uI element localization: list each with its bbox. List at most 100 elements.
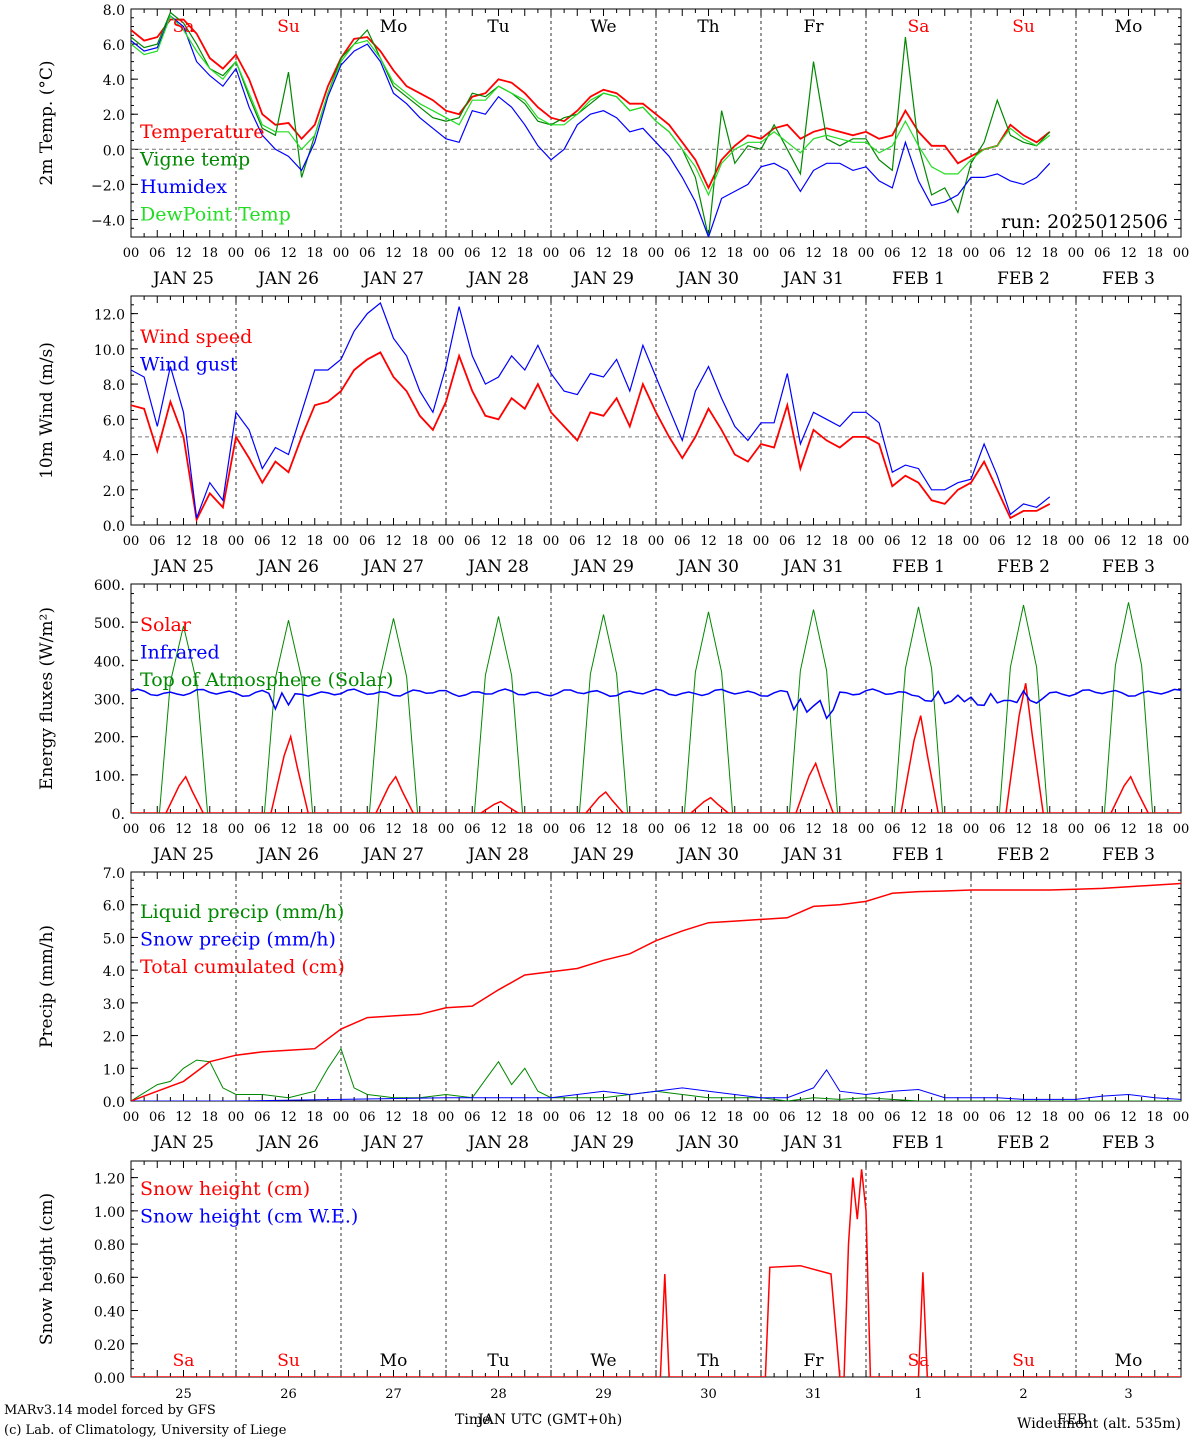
y-tick-label: 0.	[112, 807, 125, 823]
y-tick-label: 6.0	[103, 413, 125, 429]
y-tick-label: 10.0	[94, 343, 125, 359]
x-hour-label: 06	[989, 1110, 1006, 1125]
x-hour-label: 18	[1146, 822, 1163, 837]
x-hour-label: 06	[359, 246, 376, 261]
x-hour-label: 06	[254, 822, 271, 837]
x-hour-label: 00	[438, 822, 455, 837]
x-hour-label: 12	[700, 246, 717, 261]
x-hour-label: 18	[411, 534, 428, 549]
x-date-label: JAN 25	[151, 269, 214, 289]
legend-entry: DewPoint Temp	[140, 204, 291, 226]
x-hour-label: 00	[1173, 534, 1190, 549]
legend-entry: Solar	[140, 614, 192, 636]
y-tick-label: 0.0	[103, 143, 125, 159]
y-tick-label: 6.0	[103, 38, 125, 54]
x-hour-label: 00	[858, 246, 875, 261]
x-date-label: JAN 26	[256, 557, 319, 577]
x-hour-label: 12	[700, 534, 717, 549]
x-hour-label: 12	[175, 246, 192, 261]
x-hour-label: 12	[490, 1110, 507, 1125]
x-date-label: JAN 27	[361, 845, 424, 865]
day-of-week-label: Su	[1012, 17, 1035, 37]
x-hour-label: 12	[910, 246, 927, 261]
x-hour-label: 18	[726, 822, 743, 837]
y-axis-label: Snow height (cm)	[37, 1193, 57, 1345]
x-hour-label: 12	[280, 534, 297, 549]
x-hour-label: 06	[464, 822, 481, 837]
day-of-week-label: Su	[277, 1351, 300, 1371]
x-hour-label: 12	[280, 246, 297, 261]
x-hour-label: 18	[1041, 246, 1058, 261]
series-group	[131, 882, 1181, 1101]
x-date-label: FEB 3	[1102, 1133, 1155, 1153]
x-hour-label: 06	[359, 534, 376, 549]
x-hour-label: 06	[149, 534, 166, 549]
x-hour-label: 00	[858, 822, 875, 837]
x-hour-label: 12	[280, 822, 297, 837]
x-hour-label: 18	[726, 534, 743, 549]
x-date-label: JAN 28	[466, 269, 529, 289]
x-hour-label: 00	[1068, 1110, 1085, 1125]
x-hour-label: 12	[805, 822, 822, 837]
x-date-label: JAN 28	[466, 557, 529, 577]
x-date-label: JAN 30	[676, 557, 739, 577]
day-number-label: 30	[700, 1387, 717, 1402]
x-hour-label: 00	[1068, 246, 1085, 261]
day-number-label: 2	[1019, 1387, 1027, 1402]
x-date-label: FEB 2	[997, 845, 1050, 865]
panel-4	[130, 871, 1182, 1102]
y-tick-label: 4.0	[103, 73, 125, 89]
x-date-label: FEB 1	[892, 1133, 945, 1153]
x-hour-label: 00	[1068, 822, 1085, 837]
x-hour-label: 00	[1068, 534, 1085, 549]
x-hour-label: 12	[805, 246, 822, 261]
series-line-snow-precip	[131, 1069, 1181, 1101]
x-hour-label: 00	[333, 534, 350, 549]
x-hour-label: 00	[333, 1110, 350, 1125]
x-date-label: JAN 27	[361, 269, 424, 289]
x-axis-label-time: Time	[455, 1412, 490, 1428]
x-hour-label: 06	[1094, 822, 1111, 837]
day-of-week-label: Th	[697, 17, 719, 37]
x-hour-label: 00	[333, 822, 350, 837]
day-number-label: 27	[385, 1387, 402, 1402]
day-of-week-label: Sa	[173, 17, 195, 37]
x-hour-label: 06	[779, 534, 796, 549]
legend-entry: Wind speed	[140, 326, 252, 348]
x-hour-label: 00	[333, 246, 350, 261]
x-hour-label: 00	[963, 822, 980, 837]
x-hour-label: 00	[963, 1110, 980, 1125]
legend-entry: Infrared	[140, 642, 220, 664]
x-hour-label: 00	[648, 534, 665, 549]
y-tick-label: 1.00	[94, 1205, 125, 1221]
x-hour-label: 12	[1120, 1110, 1137, 1125]
series-line-solar	[165, 683, 1149, 813]
x-hour-label: 06	[989, 822, 1006, 837]
x-hour-label: 00	[438, 246, 455, 261]
panel-1	[130, 8, 1182, 238]
x-date-label: JAN 29	[571, 1133, 634, 1153]
x-hour-label: 06	[1094, 534, 1111, 549]
x-hour-label: 06	[149, 1110, 166, 1125]
x-axis-label-feb: FEB	[1057, 1412, 1087, 1428]
x-hour-label: 06	[464, 246, 481, 261]
x-date-label: JAN 25	[151, 1133, 214, 1153]
x-hour-label: 18	[621, 534, 638, 549]
x-hour-label: 12	[1015, 1110, 1032, 1125]
x-hour-label: 00	[228, 246, 245, 261]
x-hour-label: 12	[1120, 246, 1137, 261]
x-hour-label: 06	[779, 1110, 796, 1125]
x-hour-label: 00	[753, 822, 770, 837]
x-hour-label: 18	[306, 1110, 323, 1125]
day-of-week-label: Sa	[908, 1351, 930, 1371]
day-of-week-label: Fr	[804, 17, 825, 37]
x-date-label: FEB 1	[892, 269, 945, 289]
x-hour-label: 18	[726, 1110, 743, 1125]
x-hour-label: 12	[385, 822, 402, 837]
x-hour-label: 06	[359, 1110, 376, 1125]
x-hour-label: 18	[831, 246, 848, 261]
y-tick-label: 8.0	[103, 3, 125, 19]
x-hour-label: 18	[936, 822, 953, 837]
y-tick-label: 400.	[94, 654, 125, 670]
legend-entry: Snow height (cm W.E.)	[140, 1206, 358, 1228]
